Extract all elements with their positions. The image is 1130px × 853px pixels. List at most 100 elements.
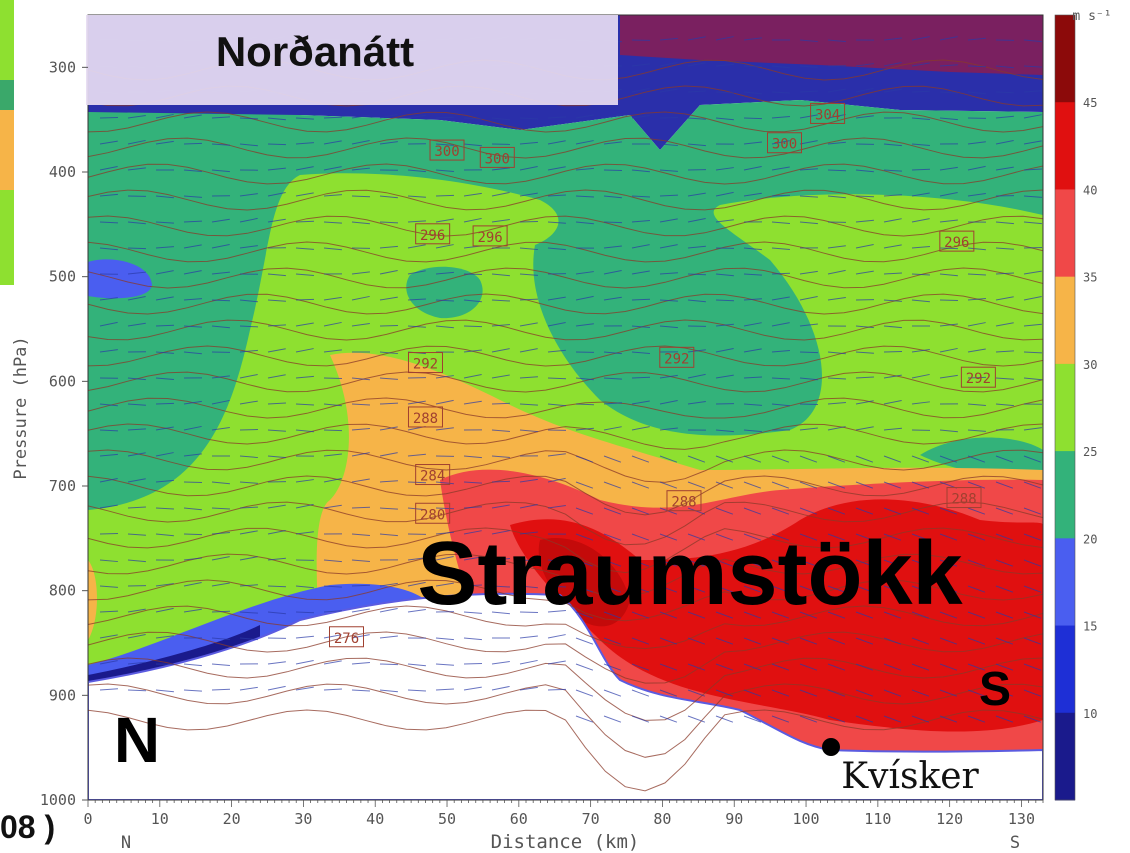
wind-arrow: [883, 299, 902, 302]
wind-arrow: [351, 689, 370, 692]
wind-arrow: [491, 429, 510, 432]
wind-arrow: [743, 455, 762, 463]
wind-arrow: [1023, 637, 1042, 645]
isentrope-line: [88, 553, 1043, 598]
wind-arrow: [323, 477, 342, 483]
wind-arrow: [211, 271, 230, 275]
wind-arrow: [379, 195, 398, 199]
wind-arrow: [631, 611, 650, 619]
isentrope-line: [88, 293, 1043, 315]
wind-arrow: [659, 325, 678, 329]
wind-arrow: [771, 322, 790, 327]
wind-arrow: [323, 377, 343, 380]
wind-arrow: [911, 637, 930, 645]
wind-arrow: [1023, 195, 1042, 198]
wind-arrow: [435, 399, 454, 405]
wind-arrow: [883, 374, 902, 379]
wind-arrow: [295, 348, 314, 353]
wind-arrow: [519, 166, 538, 171]
wind-arrow: [127, 377, 146, 381]
wind-arrow: [659, 663, 678, 671]
wind-arrow: [631, 298, 651, 301]
wind-arrow: [799, 221, 818, 225]
contour-40-45: [510, 499, 1043, 732]
wind-arrow: [547, 322, 566, 327]
wind-arrow: [211, 218, 230, 223]
wind-arrow: [995, 140, 1014, 145]
y-tick-label: 700: [49, 477, 76, 495]
wind-arrow: [715, 455, 734, 463]
wind-arrow: [463, 530, 482, 535]
wind-arrow: [155, 479, 174, 483]
wind-arrow: [967, 611, 986, 619]
wind-arrow: [771, 140, 790, 145]
wind-arrow: [967, 559, 986, 567]
wind-arrow: [995, 221, 1014, 225]
wind-arrow: [1023, 689, 1042, 697]
wind-arrow: [771, 559, 790, 567]
wind-arrow: [379, 377, 398, 380]
wind-arrow: [1023, 559, 1042, 567]
wind-arrow: [491, 455, 510, 458]
wind-arrow: [295, 403, 315, 406]
wind-arrow: [99, 321, 118, 327]
wind-arrow: [743, 322, 762, 327]
isentrope-line: [88, 709, 1043, 792]
wind-arrow: [99, 297, 118, 301]
wind-arrow: [603, 663, 622, 671]
wind-arrow: [995, 377, 1014, 380]
wind-arrow: [771, 91, 790, 94]
wind-arrow: [239, 506, 259, 509]
wind-arrow: [743, 559, 762, 567]
wind-arrow: [407, 689, 427, 692]
wind-arrow: [575, 533, 594, 541]
wind-arrow: [407, 298, 426, 301]
wind-arrow: [323, 349, 342, 353]
wind-arrow: [939, 637, 958, 645]
wind-arrow: [211, 637, 230, 640]
wind-arrow: [155, 270, 174, 275]
colorbar-frame: [1054, 14, 1076, 801]
wind-arrow: [575, 559, 594, 567]
wind-arrow: [995, 322, 1014, 327]
wind-arrow: [267, 585, 287, 588]
wind-arrow: [715, 637, 734, 645]
wind-arrow: [463, 584, 483, 587]
colorbar-swatch: [1055, 15, 1075, 103]
wind-arrow: [575, 637, 594, 645]
wind-arrow: [631, 663, 650, 671]
wind-arrow: [799, 39, 818, 43]
wind-arrow: [351, 139, 370, 145]
wind-arrow: [939, 299, 959, 302]
wind-arrow: [463, 143, 482, 147]
wind-arrow: [911, 715, 930, 723]
wind-arrow: [771, 272, 791, 275]
wind-arrow: [631, 637, 650, 645]
wind-arrow: [351, 271, 370, 275]
wind-arrow: [855, 115, 874, 119]
wind-arrow: [211, 325, 230, 329]
wind-arrow: [239, 556, 258, 561]
wind-arrow: [519, 635, 538, 639]
wind-arrow: [155, 377, 174, 381]
wind-arrow: [771, 455, 790, 463]
wind-arrow: [799, 559, 818, 567]
isentrope-label: 292: [966, 371, 991, 387]
x-tick-label: 70: [582, 810, 600, 828]
wind-arrow: [267, 685, 286, 691]
wind-arrow: [715, 585, 734, 593]
wind-arrow: [99, 403, 118, 407]
wind-arrow: [911, 36, 930, 41]
wind-arrow: [631, 400, 650, 405]
wind-arrow: [323, 166, 342, 171]
wind-arrow: [799, 65, 818, 68]
wind-arrow: [463, 349, 482, 353]
wind-arrow: [239, 400, 258, 405]
wind-arrow: [575, 427, 594, 431]
x-tick-label: 80: [653, 810, 671, 828]
wind-arrow: [351, 559, 370, 562]
y-tick-label: 400: [49, 163, 76, 181]
wind-arrow: [687, 62, 706, 67]
wind-arrow: [939, 91, 958, 94]
wind-arrow: [743, 663, 762, 671]
